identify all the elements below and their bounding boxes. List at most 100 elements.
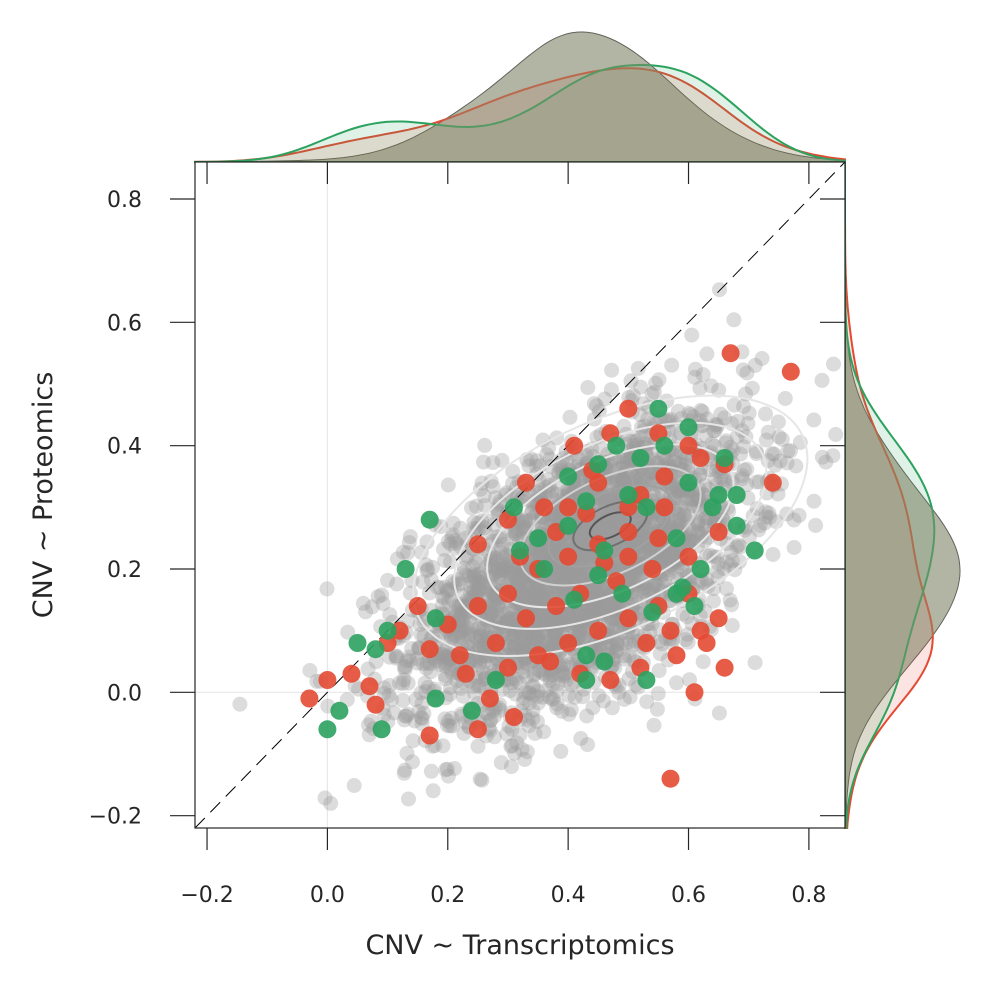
background-point [560, 564, 576, 579]
background-point [488, 554, 504, 570]
background-point [425, 783, 441, 799]
background-point [546, 575, 562, 591]
background-point [483, 605, 499, 621]
background-point [486, 559, 502, 575]
background-point [713, 406, 729, 422]
green-point [462, 701, 481, 720]
background-point [698, 428, 714, 444]
background-point [346, 778, 362, 793]
background-point [646, 577, 662, 593]
red-point [619, 399, 638, 418]
background-point [530, 580, 546, 596]
background-point [513, 631, 529, 647]
background-point [400, 675, 416, 691]
background-point [419, 655, 435, 671]
background-point [525, 679, 541, 695]
background-point [444, 529, 460, 545]
background-point [486, 517, 502, 533]
background-point [751, 522, 767, 538]
background-point [569, 570, 585, 586]
background-point [682, 535, 698, 551]
background-point [621, 471, 637, 487]
background-point [519, 744, 535, 760]
background-point [526, 589, 542, 605]
background-point [557, 576, 573, 592]
background-point [456, 726, 472, 741]
background-point [599, 517, 615, 532]
background-point [609, 472, 625, 488]
background-point [659, 547, 675, 562]
background-point [536, 613, 552, 629]
background-point [571, 560, 587, 576]
background-point [396, 659, 412, 675]
background-point [615, 456, 631, 472]
background-point [388, 650, 404, 666]
background-point [440, 534, 456, 549]
background-point [533, 593, 549, 609]
background-point [478, 705, 494, 721]
background-point [415, 574, 431, 590]
background-point [564, 615, 580, 631]
background-point [508, 526, 523, 542]
red-point [505, 708, 523, 726]
x-tick-label: 0.0 [310, 883, 345, 908]
background-point [762, 509, 778, 525]
background-point [636, 528, 652, 544]
background-point [454, 630, 470, 646]
background-point [458, 567, 474, 583]
background-point [472, 634, 488, 650]
background-point [476, 578, 492, 594]
y-tick-label: 0.0 [107, 681, 142, 706]
background-point [476, 454, 491, 470]
background-point [573, 548, 589, 564]
background-point [448, 540, 463, 556]
background-point [604, 521, 620, 537]
background-point [402, 529, 418, 545]
y-tick-label: −0.2 [89, 805, 142, 830]
background-point [604, 362, 620, 378]
background-point [563, 702, 579, 718]
background-point [692, 466, 708, 482]
background-point [649, 577, 665, 593]
background-point [468, 651, 484, 667]
background-point [561, 706, 577, 722]
background-point [399, 653, 414, 669]
background-point [577, 536, 593, 552]
background-point [398, 659, 414, 674]
background-point [739, 461, 755, 477]
background-point [535, 689, 551, 705]
background-point [515, 520, 531, 536]
background-point [402, 652, 418, 668]
green-point [679, 473, 698, 492]
background-point [443, 680, 458, 696]
background-point [512, 574, 528, 590]
background-point [527, 726, 543, 741]
background-point [545, 626, 561, 642]
background-point [360, 717, 376, 733]
background-point [498, 613, 514, 629]
background-point [537, 613, 553, 629]
background-point [791, 507, 807, 523]
background-point [515, 642, 530, 658]
background-point [534, 609, 550, 625]
background-point [676, 507, 692, 523]
background-point [524, 626, 540, 642]
background-point [555, 569, 571, 585]
background-point [508, 573, 524, 589]
background-point [700, 578, 716, 594]
background-point [644, 582, 660, 597]
background-point [380, 572, 396, 588]
background-point [767, 457, 783, 473]
background-point [571, 624, 587, 640]
background-point [596, 520, 612, 536]
background-point [507, 638, 523, 654]
background-point [771, 429, 787, 445]
background-point [382, 607, 398, 623]
background-point [534, 605, 550, 621]
background-point [814, 449, 830, 465]
red-point [685, 683, 704, 702]
background-point [477, 654, 493, 670]
background-point [548, 626, 563, 642]
background-point [469, 521, 485, 537]
background-point [413, 710, 429, 725]
